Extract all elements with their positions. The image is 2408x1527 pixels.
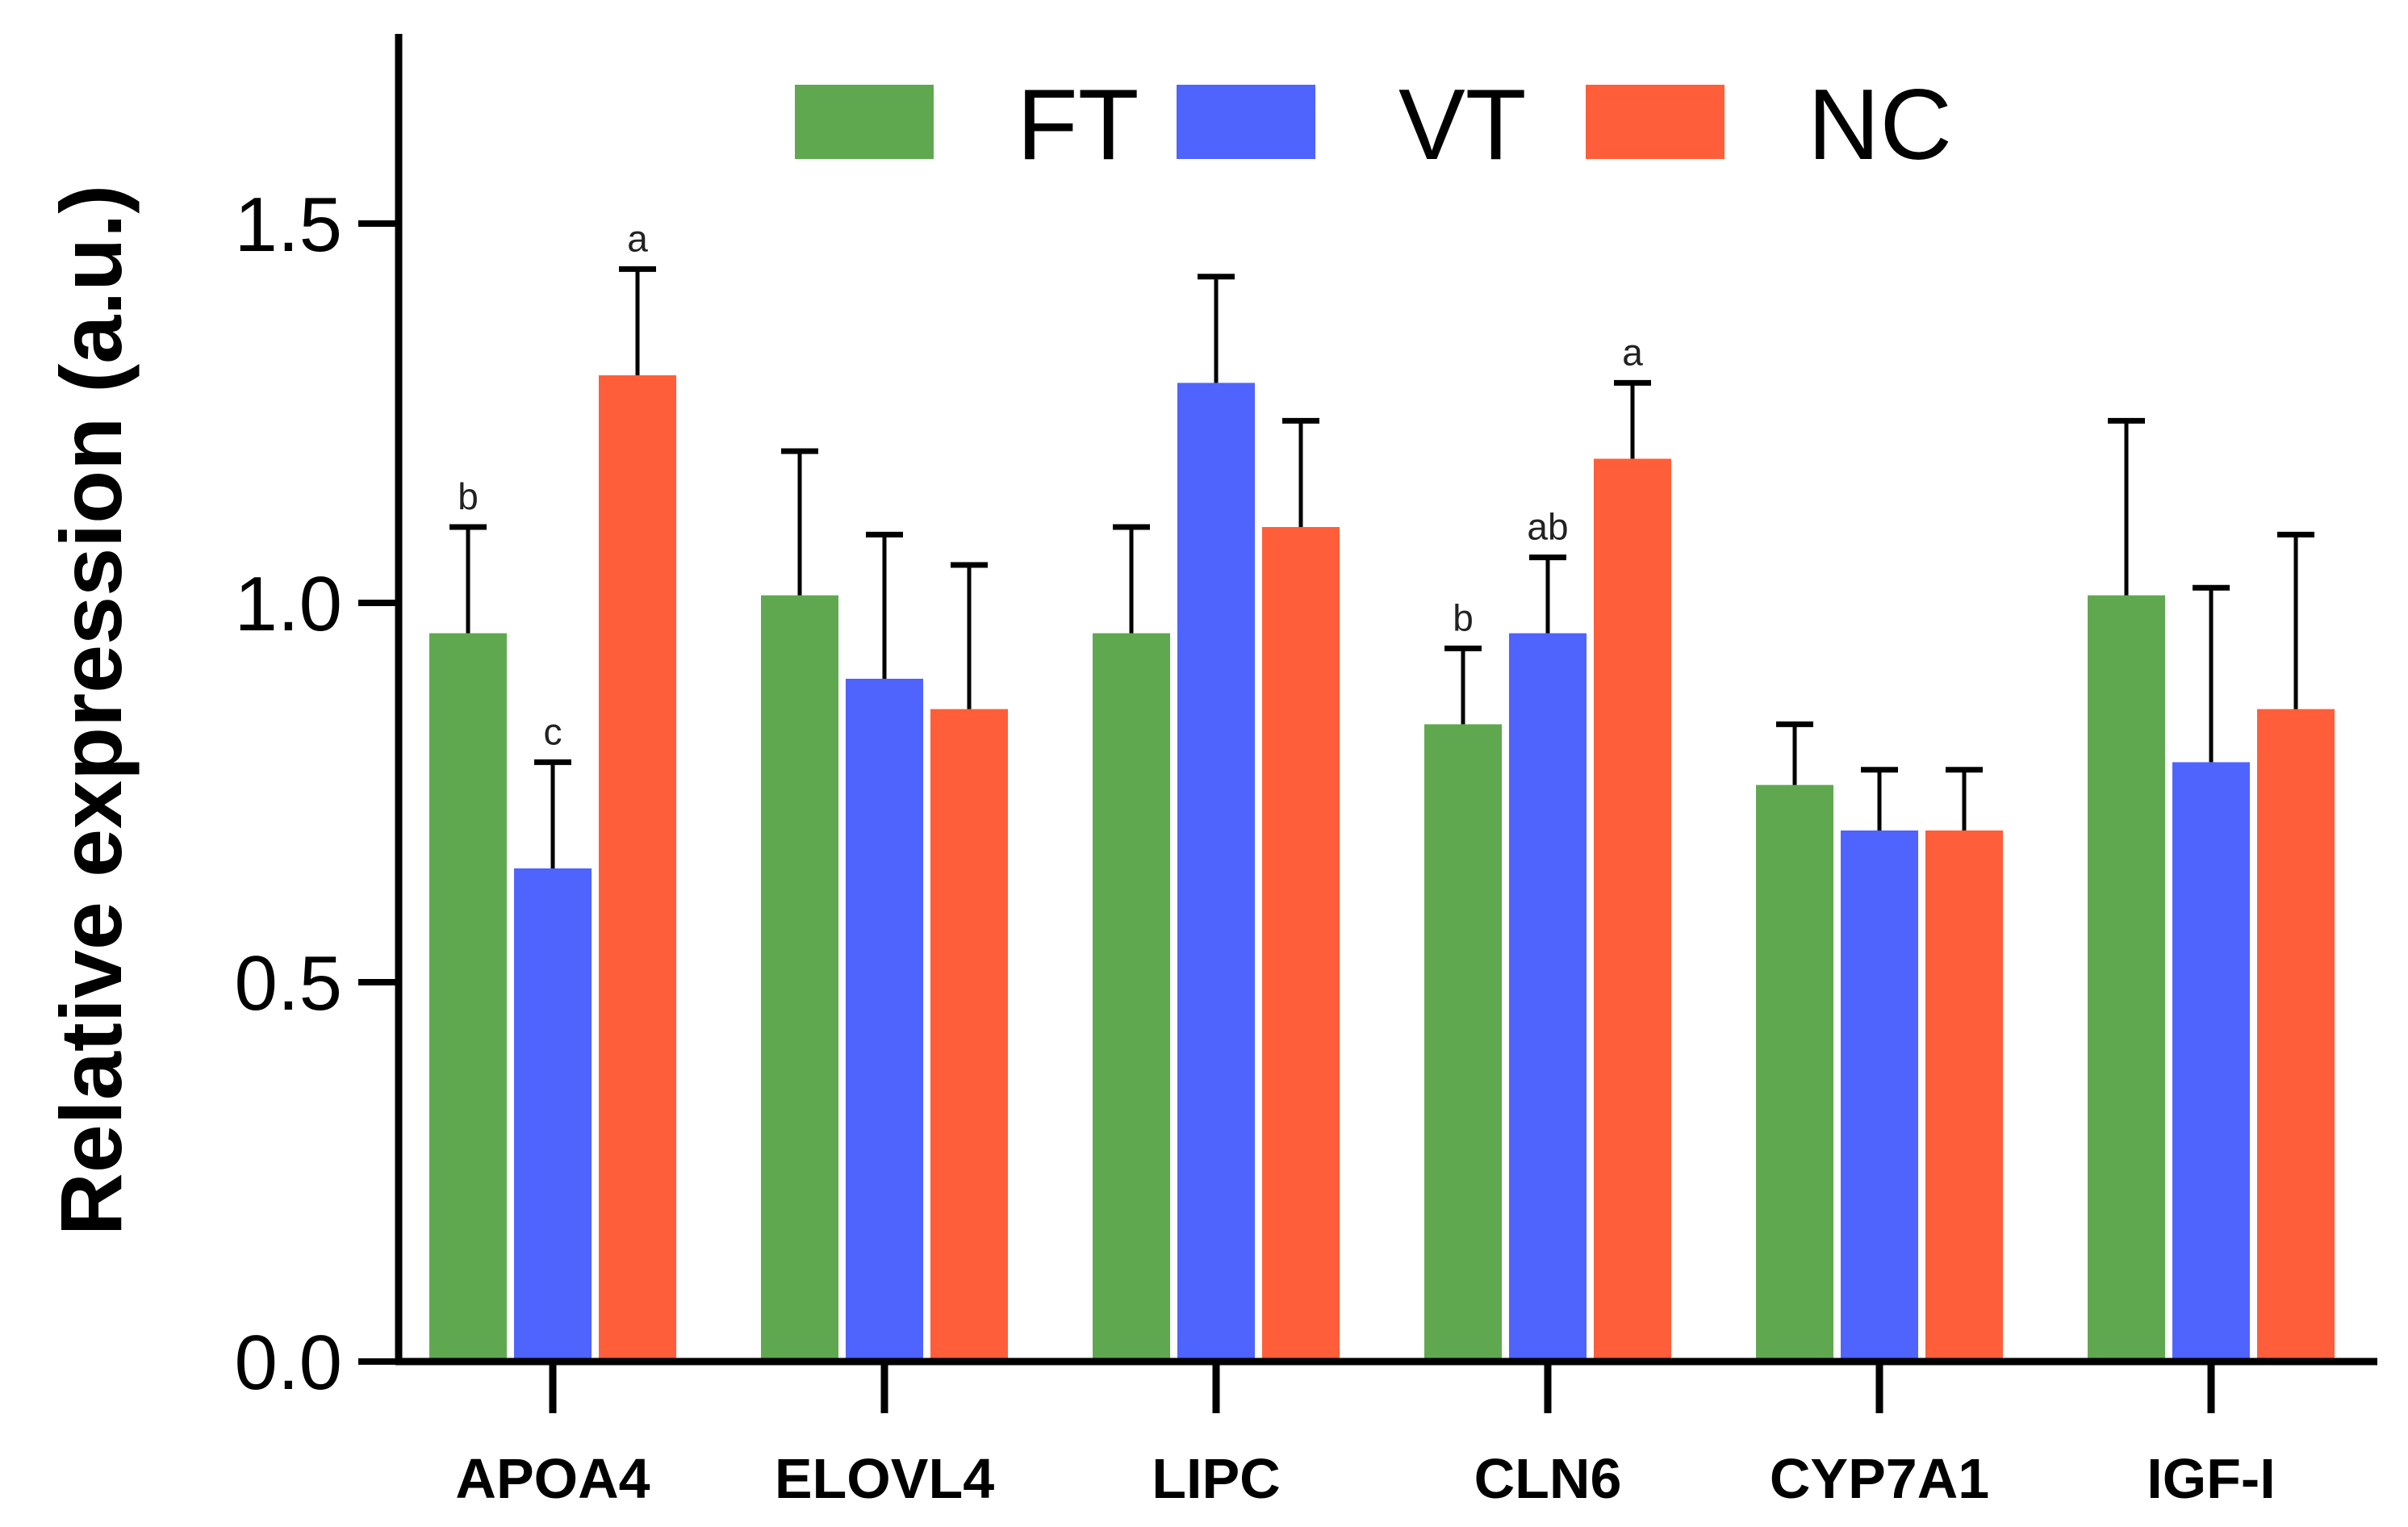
y-tick-label: 1.5 (235, 182, 342, 268)
bar-FT-IGF-I (2088, 595, 2165, 1362)
bar-VT-CYP7A1 (1841, 830, 1918, 1362)
bar-VT-LIPC (1177, 383, 1255, 1362)
bar-NC-CYP7A1 (1925, 830, 2003, 1362)
axes-layer: APOA4 ELOVL4 LIPC CLN6 CYP7A1 IGF-I 0.0 0.5 1.0 1… (235, 34, 2377, 1510)
bar-VT-IGF-I (2172, 762, 2250, 1362)
bar-VT-CLN6 (1509, 633, 1587, 1362)
significance-label: a (627, 217, 648, 259)
bar-VT-ELOVL4 (846, 679, 923, 1362)
legend-swatch-FT (795, 85, 934, 159)
x-tick-label: IGF-I (2147, 1447, 2275, 1510)
bar-NC-LIPC (1262, 527, 1340, 1362)
significance-label: b (458, 475, 479, 517)
x-tick-label: LIPC (1152, 1447, 1280, 1510)
bar-VT-APOA4 (514, 868, 592, 1362)
bar-NC-CLN6 (1594, 458, 1671, 1362)
y-axis-label: Relative expression (a.u.) (42, 185, 140, 1236)
significance-label: a (1622, 331, 1643, 373)
significance-label: c (544, 710, 562, 752)
bar-NC-IGF-I (2257, 709, 2335, 1362)
significance-label: ab (1527, 506, 1568, 548)
legend-swatch-VT (1177, 85, 1315, 159)
significance-label: b (1453, 596, 1474, 638)
legend-label-FT: FT (1017, 69, 1139, 181)
y-tick-label: 0.0 (235, 1320, 342, 1406)
legend-label-NC: NC (1808, 69, 1952, 181)
legend: FT VT NC (795, 69, 1952, 181)
bar-NC-ELOVL4 (930, 709, 1008, 1362)
x-tick-label: CYP7A1 (1770, 1447, 1989, 1510)
x-tick-label: APOA4 (455, 1447, 650, 1510)
bar-FT-CYP7A1 (1756, 784, 1833, 1362)
bar-FT-APOA4 (429, 633, 507, 1362)
legend-label-VT: VT (1398, 69, 1526, 181)
x-tick-label: ELOVL4 (775, 1447, 994, 1510)
bar-FT-CLN6 (1424, 724, 1502, 1362)
y-tick-label: 1.0 (235, 561, 342, 647)
legend-swatch-NC (1586, 85, 1724, 159)
bar-FT-LIPC (1093, 633, 1170, 1362)
x-tick-label: CLN6 (1474, 1447, 1622, 1510)
bar-NC-APOA4 (599, 375, 676, 1362)
y-tick-label: 0.5 (235, 940, 342, 1027)
bar-FT-ELOVL4 (761, 595, 838, 1362)
